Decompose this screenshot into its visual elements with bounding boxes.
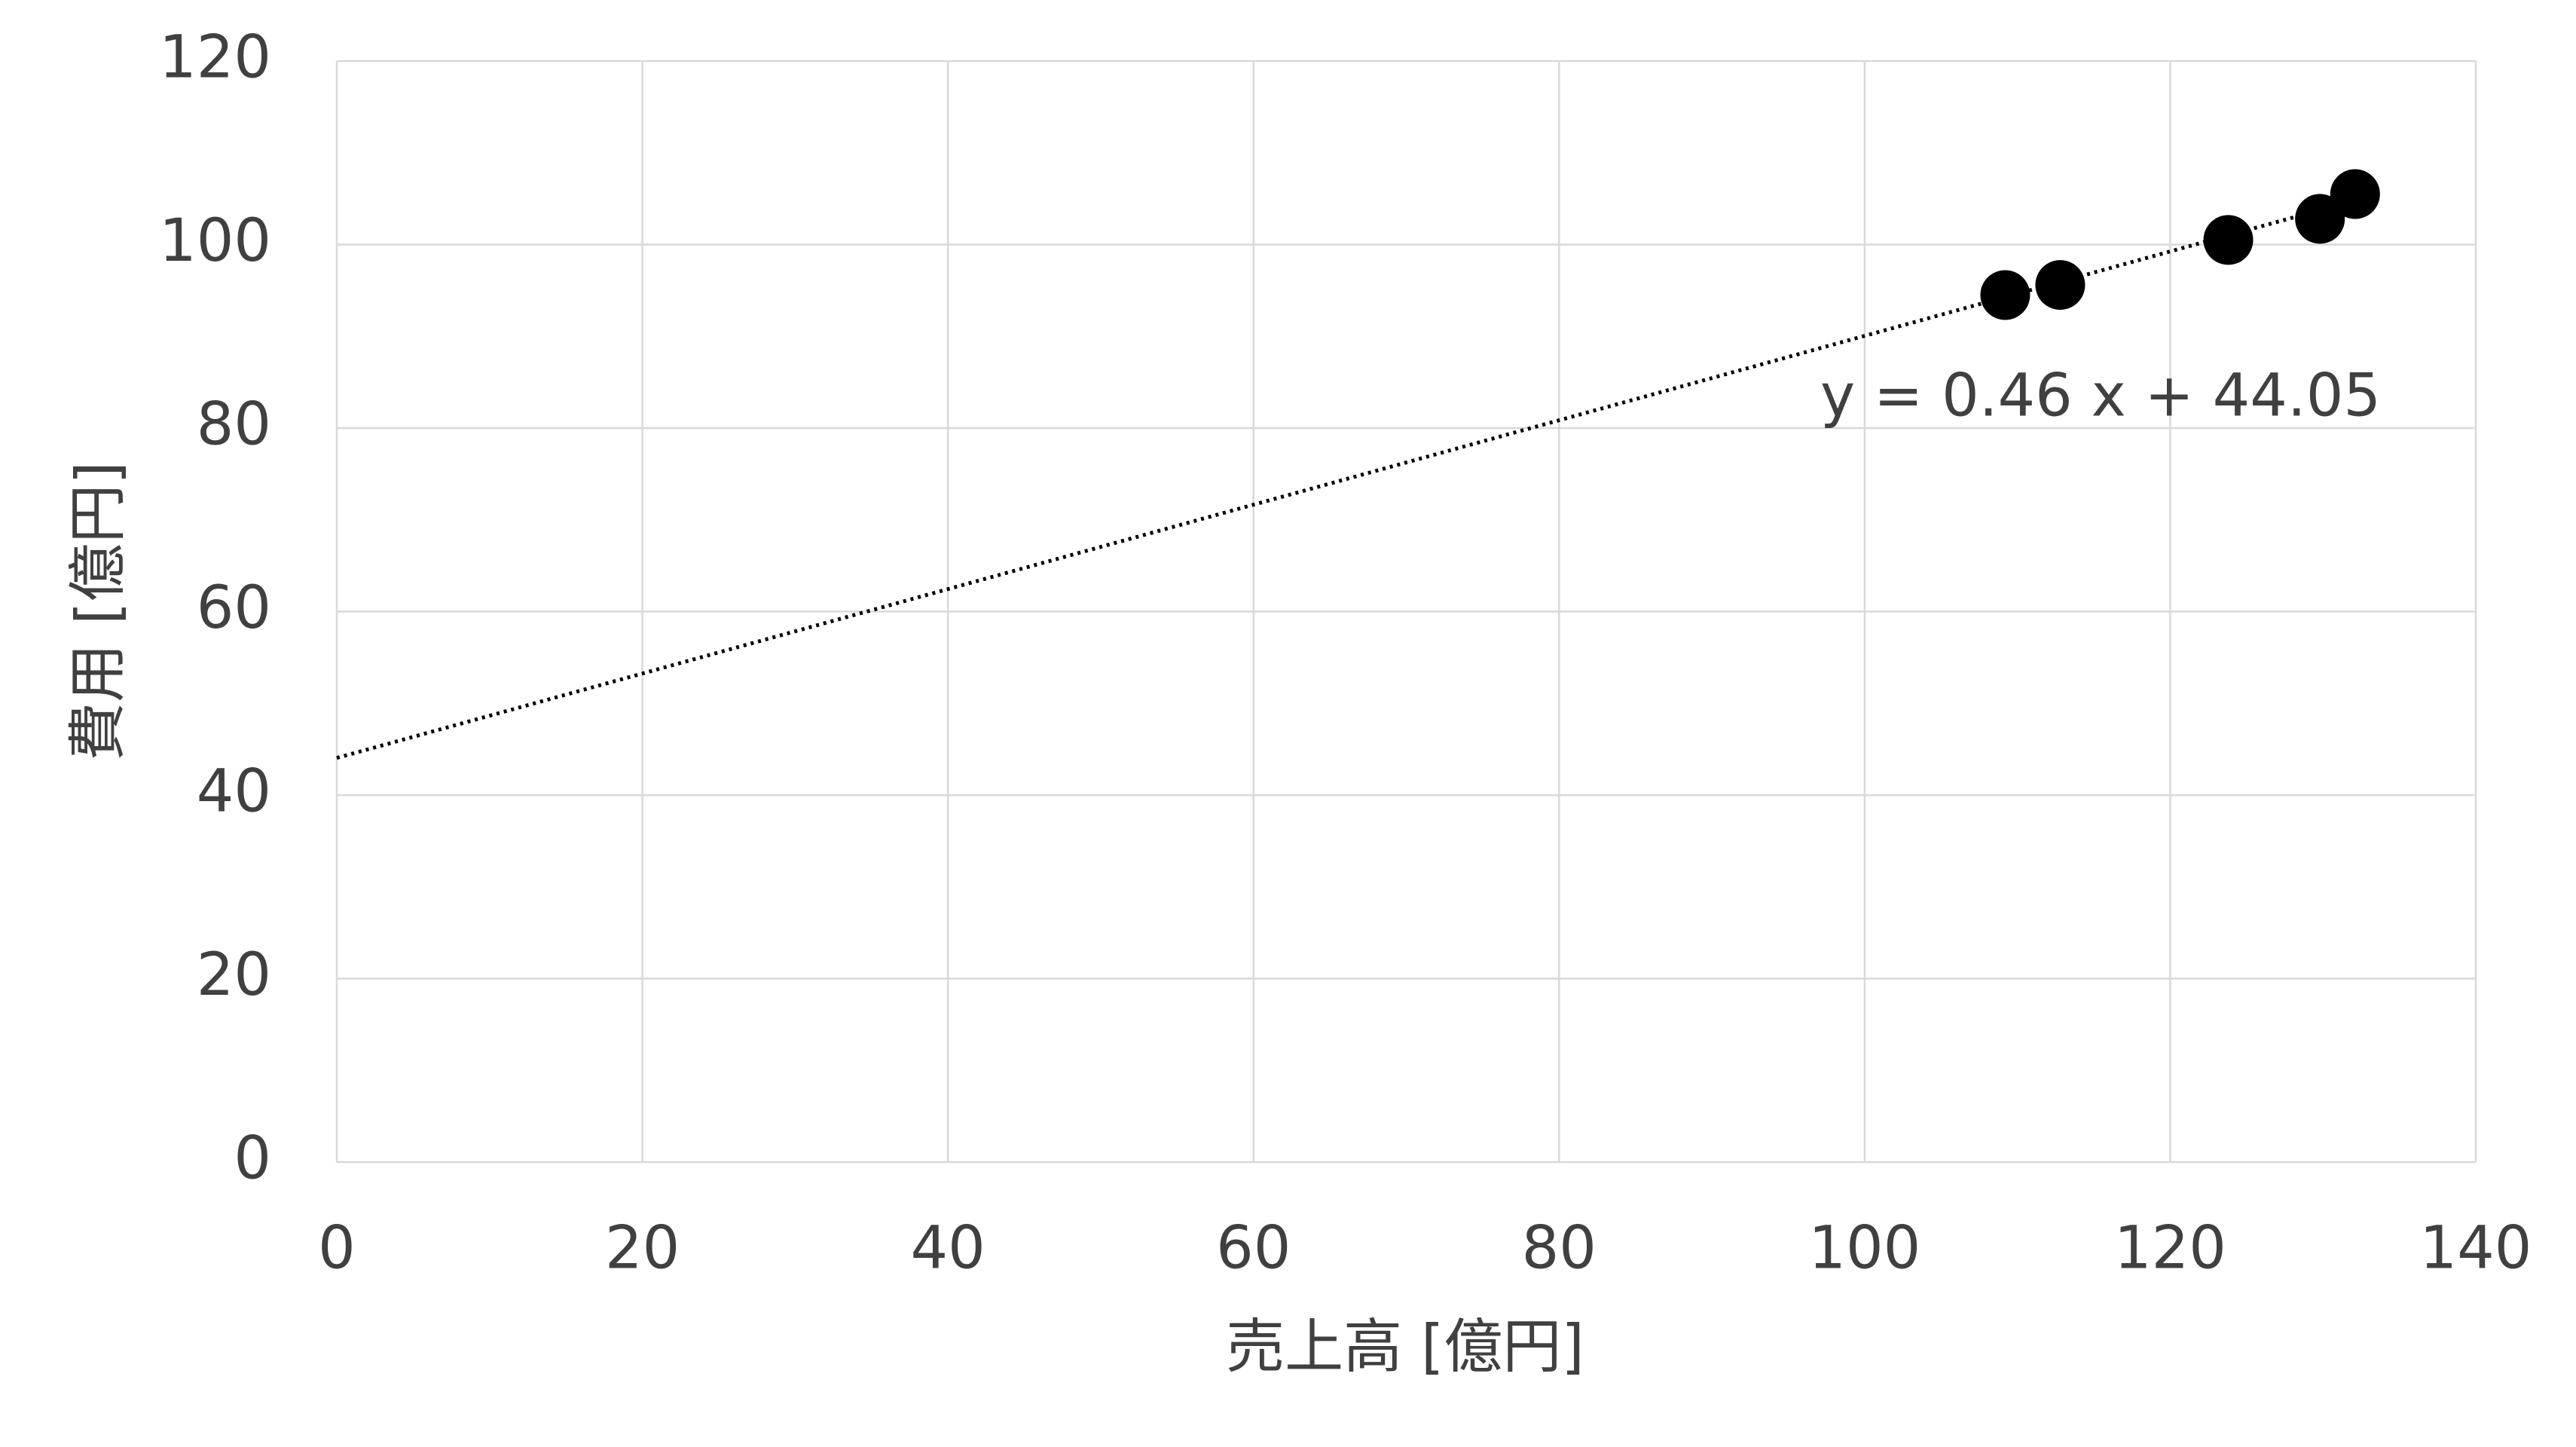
- y-axis-title: 費用 [億円]: [64, 461, 132, 761]
- point: [2295, 194, 2345, 244]
- x-tick-label: 60: [1216, 1214, 1291, 1282]
- trendline: [336, 198, 2356, 760]
- y-tick-label: 20: [197, 941, 271, 1009]
- point: [2203, 215, 2254, 265]
- y-tick-label: 100: [159, 207, 271, 275]
- x-tick-label: 0: [318, 1214, 356, 1282]
- trendline-label: y = 0.46 x + 44.05: [1820, 362, 2381, 430]
- x-tick-label: 120: [2114, 1214, 2226, 1282]
- y-tick-label: 40: [197, 757, 271, 825]
- y-tick-label: 80: [197, 390, 271, 458]
- y-tick-label: 0: [234, 1124, 271, 1192]
- point: [1980, 270, 2031, 320]
- y-tick-label: 60: [197, 574, 271, 642]
- x-tick-label: 20: [605, 1214, 680, 1282]
- point: [2330, 169, 2380, 219]
- y-tick-label: 120: [159, 23, 271, 91]
- x-tick-label: 100: [1808, 1214, 1921, 1282]
- x-tick-label: 80: [1522, 1214, 1597, 1282]
- x-tick-label: 140: [2420, 1214, 2532, 1282]
- x-axis-title: 売上高 [億円]: [1226, 1313, 1584, 1381]
- point: [2035, 260, 2086, 311]
- x-tick-label: 40: [911, 1214, 985, 1282]
